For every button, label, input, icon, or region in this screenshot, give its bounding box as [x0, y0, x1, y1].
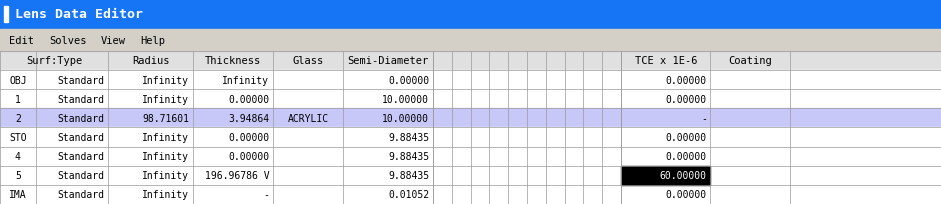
Text: Thickness: Thickness	[205, 56, 261, 66]
Text: Infinity: Infinity	[142, 94, 189, 104]
Text: 10.00000: 10.00000	[382, 113, 429, 123]
Text: Standard: Standard	[57, 94, 104, 104]
Text: 9.88435: 9.88435	[388, 132, 429, 142]
Text: Glass: Glass	[293, 56, 324, 66]
Text: 4: 4	[15, 151, 21, 161]
Text: Infinity: Infinity	[222, 75, 269, 85]
Text: 5: 5	[15, 171, 21, 180]
Text: 0.00000: 0.00000	[228, 151, 269, 161]
Text: -: -	[263, 190, 269, 200]
Text: Standard: Standard	[57, 113, 104, 123]
Text: Standard: Standard	[57, 75, 104, 85]
Bar	[0, 185, 941, 204]
Text: View: View	[101, 36, 126, 45]
Bar	[0, 128, 941, 147]
Text: 0.00000: 0.00000	[665, 190, 707, 200]
Text: 0.00000: 0.00000	[665, 151, 707, 161]
Text: OBJ: OBJ	[9, 75, 26, 85]
Text: IMA: IMA	[9, 190, 26, 200]
Text: 10.00000: 10.00000	[382, 94, 429, 104]
Text: 1: 1	[15, 94, 21, 104]
Text: -: -	[701, 113, 707, 123]
Text: Semi-Diameter: Semi-Diameter	[347, 56, 429, 66]
Bar	[0, 0, 941, 30]
Text: 0.00000: 0.00000	[665, 75, 707, 85]
Text: STO: STO	[9, 132, 26, 142]
Bar	[4, 7, 8, 23]
Bar	[0, 109, 941, 128]
Text: 98.71601: 98.71601	[142, 113, 189, 123]
Text: Standard: Standard	[57, 132, 104, 142]
Bar	[0, 147, 941, 166]
Text: 9.88435: 9.88435	[388, 151, 429, 161]
Bar	[0, 166, 941, 185]
Text: 0.01052: 0.01052	[388, 190, 429, 200]
Text: Help: Help	[140, 36, 166, 45]
Text: 0.00000: 0.00000	[665, 94, 707, 104]
Text: 0.00000: 0.00000	[388, 75, 429, 85]
Bar	[0, 90, 941, 109]
Text: Surf:Type: Surf:Type	[26, 56, 82, 66]
Text: Infinity: Infinity	[142, 75, 189, 85]
Text: Radius: Radius	[132, 56, 169, 66]
Text: 0.00000: 0.00000	[228, 94, 269, 104]
Text: Lens Data Editor: Lens Data Editor	[15, 8, 143, 21]
Text: Infinity: Infinity	[142, 171, 189, 180]
Bar	[0, 71, 941, 90]
Text: 9.88435: 9.88435	[388, 171, 429, 180]
Text: Standard: Standard	[57, 171, 104, 180]
Text: 0.00000: 0.00000	[665, 132, 707, 142]
Text: 3.94864: 3.94864	[228, 113, 269, 123]
Text: TCE x 1E-6: TCE x 1E-6	[634, 56, 697, 66]
Text: Infinity: Infinity	[142, 132, 189, 142]
Bar	[0, 52, 941, 71]
Text: 0.00000: 0.00000	[228, 132, 269, 142]
Text: Edit: Edit	[9, 36, 35, 45]
Text: Infinity: Infinity	[142, 190, 189, 200]
Text: ACRYLIC: ACRYLIC	[288, 113, 328, 123]
Text: Solves: Solves	[49, 36, 87, 45]
Text: Infinity: Infinity	[142, 151, 189, 161]
Bar	[0, 30, 941, 52]
Text: Coating: Coating	[728, 56, 773, 66]
Text: Standard: Standard	[57, 190, 104, 200]
Text: 2: 2	[15, 113, 21, 123]
Text: 196.96786 V: 196.96786 V	[204, 171, 269, 180]
Bar	[621, 166, 710, 185]
Text: 60.00000: 60.00000	[660, 171, 707, 180]
Text: Standard: Standard	[57, 151, 104, 161]
